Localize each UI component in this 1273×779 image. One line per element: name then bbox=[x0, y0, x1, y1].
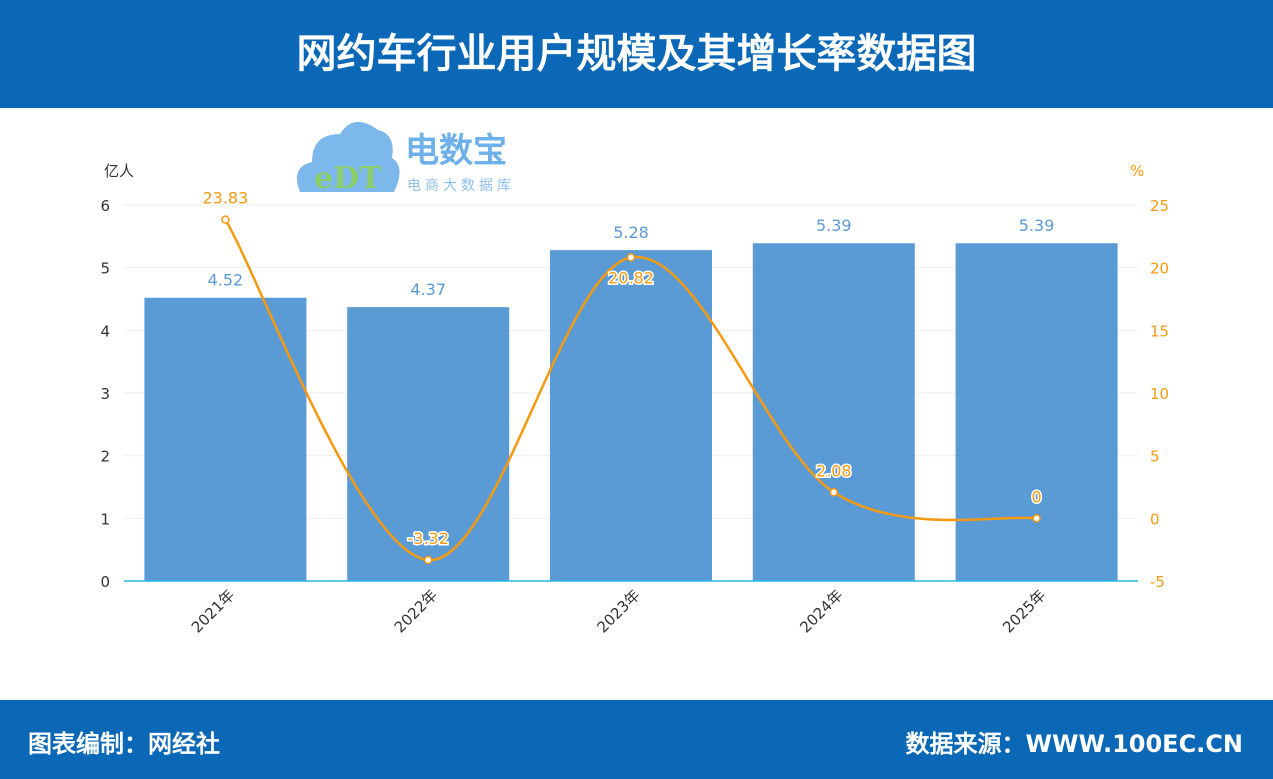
footer-source: 数据来源：WWW.100EC.CN bbox=[905, 730, 1244, 758]
logo: eDT 电数宝 电商大数据库 bbox=[290, 112, 550, 212]
y-left-tick: 2 bbox=[100, 448, 110, 466]
x-tick-label: 2024年 bbox=[796, 586, 846, 636]
line-label: 23.83 bbox=[202, 189, 248, 208]
bar-label: 5.39 bbox=[816, 216, 852, 235]
cloud-logo-icon: eDT 电数宝 电商大数据库 bbox=[296, 121, 515, 196]
y-left-tick: 6 bbox=[100, 197, 110, 215]
bar bbox=[550, 250, 712, 581]
y-right-tick: 5 bbox=[1150, 448, 1160, 466]
line-label: 0 bbox=[1032, 487, 1042, 506]
line-point bbox=[423, 555, 433, 565]
line-point bbox=[626, 253, 636, 262]
y-right-tick: 20 bbox=[1150, 260, 1169, 278]
x-tick-label: 2025年 bbox=[999, 586, 1049, 636]
bar bbox=[752, 243, 915, 581]
page-title: 网约车行业用户规模及其增长率数据图 bbox=[0, 0, 1273, 108]
line-label: -3.32 bbox=[407, 529, 448, 548]
x-tick-label: 2021年 bbox=[188, 586, 238, 636]
growth-line bbox=[224, 219, 1037, 562]
x-tick-label: 2022年 bbox=[391, 586, 441, 636]
chart: 0 1 2 3 4 5 6 -5 0 5 10 15 20 25 亿人 % 4.52 4.37 5.28 5.39 5.… bbox=[100, 162, 1169, 636]
y-left-tick: 0 bbox=[100, 573, 110, 591]
y-left-tick: 3 bbox=[100, 385, 110, 403]
footer-credit: 图表编制：网经社 bbox=[28, 730, 220, 758]
bar-label: 4.37 bbox=[410, 280, 446, 299]
bar-label: 4.52 bbox=[208, 271, 244, 290]
line-point bbox=[221, 215, 230, 224]
y-right-tick: -5 bbox=[1150, 573, 1165, 591]
bar bbox=[955, 243, 1118, 581]
y-left-tick: 4 bbox=[100, 322, 110, 340]
bar bbox=[347, 307, 510, 581]
y-right-label: % bbox=[1130, 162, 1144, 180]
line-point bbox=[1032, 514, 1041, 523]
y-left-tick: 5 bbox=[100, 260, 110, 278]
footer: 图表编制：网经社 数据来源：WWW.100EC.CN bbox=[0, 700, 1273, 779]
line-point bbox=[829, 488, 839, 497]
y-right-tick: 15 bbox=[1150, 322, 1169, 340]
bar bbox=[144, 297, 307, 581]
y-left-label: 亿人 bbox=[104, 162, 134, 180]
logo-brand: 电数宝 bbox=[405, 131, 507, 171]
y-left-tick: 1 bbox=[100, 510, 110, 528]
y-right-tick: 25 bbox=[1150, 197, 1169, 215]
bar-label: 5.39 bbox=[1019, 216, 1055, 235]
line-label: 2.08 bbox=[816, 461, 852, 480]
x-tick-label: 2023年 bbox=[593, 586, 643, 636]
y-right-tick: 0 bbox=[1150, 510, 1160, 528]
y-right-tick: 10 bbox=[1150, 385, 1169, 403]
logo-sub: 电商大数据库 bbox=[407, 178, 515, 194]
bar-label: 5.28 bbox=[613, 223, 649, 242]
line-label: 20.82 bbox=[608, 268, 654, 287]
logo-mark: eDT bbox=[314, 161, 382, 196]
